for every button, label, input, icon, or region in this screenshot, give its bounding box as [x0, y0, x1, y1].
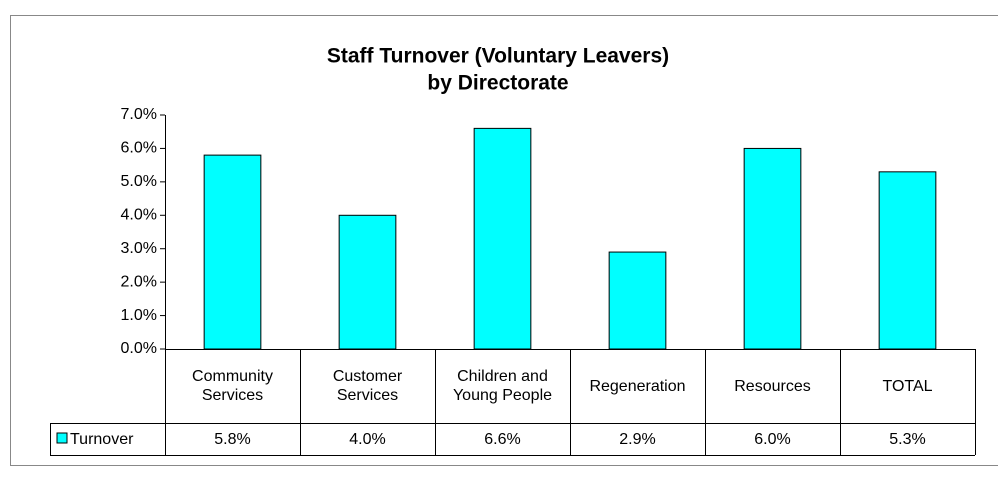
bar: [878, 171, 937, 350]
data-table-value: 6.6%: [484, 430, 521, 448]
data-table-value: 2.9%: [619, 430, 656, 448]
data-table-value: 4.0%: [349, 430, 386, 448]
data-table-value: 5.3%: [889, 430, 926, 448]
chart-title: by Directorate: [427, 72, 568, 95]
bar: [608, 251, 667, 350]
data-table-value: 6.0%: [754, 430, 791, 448]
y-tick-label: 7.0%: [121, 106, 157, 123]
legend-label: Turnover: [70, 430, 134, 448]
y-tick-label: 2.0%: [121, 273, 157, 290]
category-label: Customer Services: [332, 368, 403, 404]
y-tick-label: 1.0%: [121, 307, 157, 324]
bar: [338, 214, 397, 350]
category-label: Children and Young People: [452, 368, 553, 404]
y-tick-label: 3.0%: [121, 240, 157, 257]
y-tick-label: 0.0%: [121, 340, 157, 357]
category-label: Community Services: [192, 368, 273, 404]
chart-title: Staff Turnover (Voluntary Leavers): [327, 45, 669, 68]
data-table-value: 5.8%: [214, 430, 251, 448]
category-label: TOTAL: [882, 377, 933, 395]
category-label: Regeneration: [589, 377, 686, 395]
y-tick-label: 5.0%: [121, 173, 157, 190]
y-tick-label: 4.0%: [121, 207, 157, 224]
chart-border: [10, 15, 998, 466]
bar: [203, 154, 262, 350]
bar: [473, 127, 532, 350]
legend-key: [56, 432, 68, 444]
y-tick-label: 6.0%: [121, 140, 157, 157]
category-label: Resources: [734, 377, 811, 395]
bar: [743, 147, 802, 350]
